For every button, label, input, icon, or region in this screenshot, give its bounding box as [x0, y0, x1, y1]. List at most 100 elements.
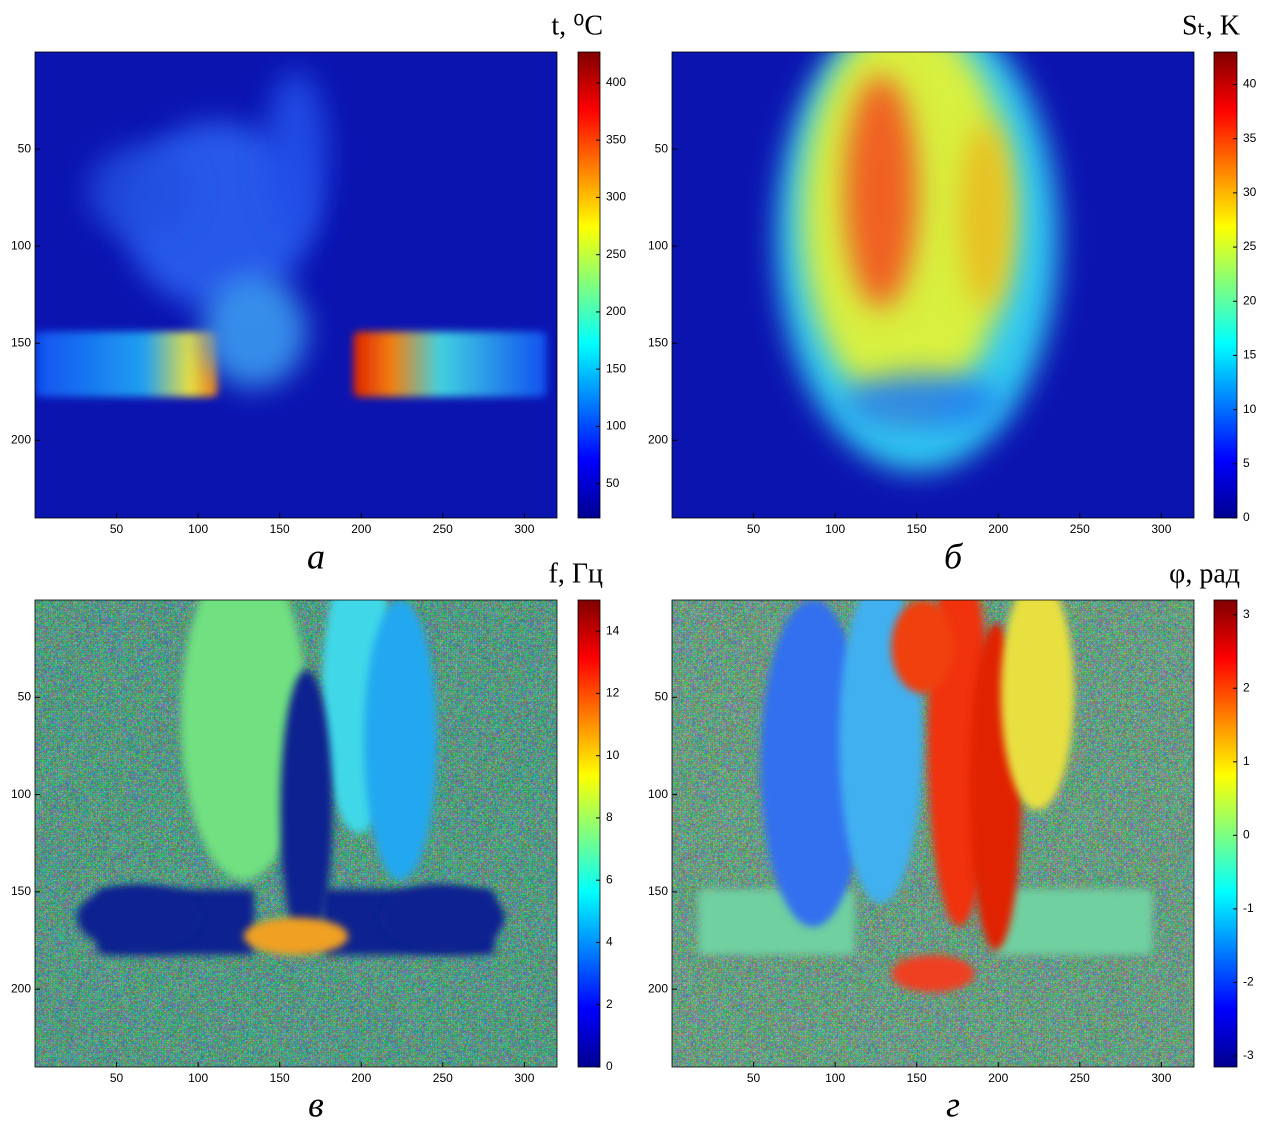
heatmap-region — [265, 71, 328, 239]
colorbar-tick-label: -3 — [1243, 1048, 1254, 1062]
colorbar-tick-label: 12 — [606, 686, 620, 700]
colorbar-tick-label: 35 — [1243, 131, 1257, 145]
colorbar-tick-label: 50 — [606, 476, 620, 490]
colorbar-tick-label: 2 — [606, 997, 613, 1011]
colorbar-tick-label: 40 — [1243, 77, 1257, 91]
heatmap-image — [35, 52, 557, 518]
colorbar-label: Sₜ, K — [1182, 10, 1240, 41]
x-tick-label: 300 — [514, 1071, 534, 1085]
heatmap-region — [959, 122, 1011, 308]
heatmap-region — [844, 374, 1001, 430]
colorbar-tick-label: 15 — [1243, 348, 1257, 362]
x-tick-label: 300 — [514, 522, 534, 536]
x-tick-label: 100 — [188, 522, 208, 536]
heatmap-region — [364, 600, 437, 880]
heatmap-region — [891, 600, 954, 693]
colorbar-tick-label: 10 — [1243, 402, 1257, 416]
colorbar-tick-label: 8 — [606, 810, 613, 824]
colorbar-label: φ, рад — [1169, 558, 1240, 589]
y-tick-label: 150 — [648, 884, 668, 898]
y-tick-label: 200 — [11, 433, 31, 447]
heatmap-region — [280, 670, 332, 950]
y-tick-label: 50 — [655, 689, 669, 703]
colorbar-tick-label: 4 — [606, 935, 613, 949]
panel-caption: а — [307, 536, 325, 576]
x-tick-label: 200 — [351, 522, 371, 536]
colorbar-label: f, Гц — [549, 558, 604, 589]
x-tick-label: 250 — [433, 1071, 453, 1085]
x-tick-label: 50 — [747, 522, 761, 536]
colorbar-tick-label: 250 — [606, 247, 626, 261]
colorbar-tick-label: 30 — [1243, 185, 1257, 199]
y-tick-label: 100 — [11, 787, 31, 801]
y-tick-label: 50 — [18, 689, 32, 703]
heatmap-image — [35, 553, 557, 1067]
colorbar — [578, 600, 600, 1067]
panel-caption: г — [946, 1084, 960, 1121]
heatmap-region — [1001, 577, 1074, 811]
x-tick-label: 250 — [433, 522, 453, 536]
x-tick-label: 50 — [747, 1071, 761, 1085]
y-tick-label: 50 — [18, 141, 32, 155]
x-tick-label: 250 — [1070, 1071, 1090, 1085]
panel: 50 100 150 200 250 300 50 100 150 200 0 5 10 15 20 25 30… — [648, 5, 1257, 576]
colorbar-tick-label: 6 — [606, 872, 613, 886]
heatmap-region — [996, 890, 1153, 955]
panel-caption: в — [308, 1084, 324, 1121]
panel: 50 100 150 200 250 300 50 100 150 200 0 2 4 6 8 10 12 14 f… — [11, 553, 620, 1121]
colorbar — [1214, 52, 1237, 518]
heatmap-region — [87, 145, 191, 238]
y-tick-label: 150 — [648, 335, 668, 349]
x-tick-label: 300 — [1151, 1071, 1171, 1085]
colorbar-tick-label: -2 — [1243, 975, 1254, 989]
y-tick-label: 200 — [648, 981, 668, 995]
colorbar-tick-label: -1 — [1243, 901, 1254, 915]
heatmap-region — [353, 332, 546, 397]
y-tick-label: 100 — [648, 787, 668, 801]
heatmap-image — [672, 5, 1194, 518]
heatmap-region — [891, 955, 975, 992]
y-tick-label: 150 — [11, 884, 31, 898]
y-tick-label: 100 — [648, 238, 668, 252]
x-tick-label: 200 — [988, 522, 1008, 536]
heatmap-region — [77, 885, 202, 950]
x-tick-label: 100 — [188, 1071, 208, 1085]
colorbar-tick-label: 0 — [606, 1059, 613, 1073]
colorbar-tick-label: 20 — [1243, 293, 1257, 307]
colorbar — [578, 52, 600, 518]
y-tick-label: 50 — [655, 141, 669, 155]
colorbar-tick-label: 14 — [606, 623, 620, 637]
x-tick-label: 250 — [1070, 522, 1090, 536]
x-tick-label: 150 — [907, 522, 927, 536]
colorbar-tick-label: 0 — [1243, 510, 1250, 524]
x-tick-label: 50 — [110, 1071, 124, 1085]
x-tick-label: 150 — [907, 1071, 927, 1085]
y-tick-label: 200 — [11, 981, 31, 995]
colorbar-tick-label: 2 — [1243, 680, 1250, 694]
colorbar-tick-label: 400 — [606, 75, 626, 89]
x-tick-label: 150 — [270, 522, 290, 536]
colorbar-tick-label: 25 — [1243, 239, 1257, 253]
colorbar-tick-label: 0 — [1243, 828, 1250, 842]
colorbar-tick-label: 5 — [1243, 456, 1250, 470]
heatmap-region — [380, 885, 505, 950]
heatmap-region — [844, 75, 917, 308]
colorbar — [1214, 600, 1237, 1067]
x-tick-label: 100 — [825, 1071, 845, 1085]
y-tick-label: 100 — [11, 238, 31, 252]
x-tick-label: 150 — [270, 1071, 290, 1085]
figure: 5010015020025030050100150200501001502002… — [0, 0, 1269, 1121]
y-tick-label: 200 — [648, 433, 668, 447]
colorbar-tick-label: 10 — [606, 748, 620, 762]
colorbar-tick-label: 1 — [1243, 754, 1250, 768]
heatmap-region — [35, 332, 218, 397]
y-tick-label: 150 — [11, 335, 31, 349]
colorbar-tick-label: 300 — [606, 190, 626, 204]
x-tick-label: 200 — [351, 1071, 371, 1085]
colorbar-tick-label: 3 — [1243, 607, 1250, 621]
panel-caption: б — [944, 536, 964, 576]
heatmap-image — [672, 553, 1194, 1067]
x-tick-label: 300 — [1151, 522, 1171, 536]
x-tick-label: 100 — [825, 522, 845, 536]
